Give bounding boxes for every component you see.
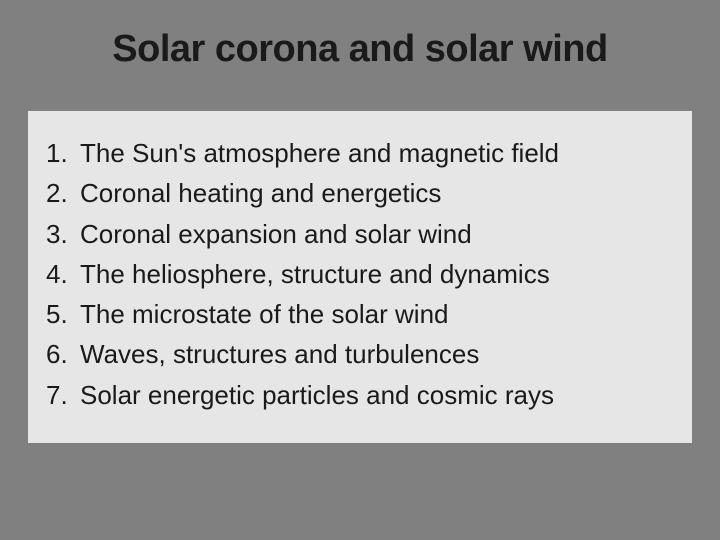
list-item-text: Waves, structures and turbulences: [80, 334, 674, 374]
list-item: 7. Solar energetic particles and cosmic …: [46, 375, 674, 415]
list-item-text: The heliosphere, structure and dynamics: [80, 254, 674, 294]
list-item-text: Solar energetic particles and cosmic ray…: [80, 375, 674, 415]
list-item: 5. The microstate of the solar wind: [46, 294, 674, 334]
list-item-number: 3.: [46, 214, 80, 254]
list-item: 4. The heliosphere, structure and dynami…: [46, 254, 674, 294]
slide: Solar corona and solar wind 1. The Sun's…: [0, 0, 720, 540]
list-item-number: 7.: [46, 375, 80, 415]
slide-title: Solar corona and solar wind: [0, 28, 720, 71]
list-item-number: 4.: [46, 254, 80, 294]
list-item-text: The microstate of the solar wind: [80, 294, 674, 334]
list-item-text: Coronal heating and energetics: [80, 173, 674, 213]
list-item: 1. The Sun's atmosphere and magnetic fie…: [46, 133, 674, 173]
list-item-text: Coronal expansion and solar wind: [80, 214, 674, 254]
list-item-number: 5.: [46, 294, 80, 334]
list-item-number: 2.: [46, 173, 80, 213]
list-item: 2. Coronal heating and energetics: [46, 173, 674, 213]
list-item-number: 6.: [46, 334, 80, 374]
list-item: 3. Coronal expansion and solar wind: [46, 214, 674, 254]
list-item-number: 1.: [46, 133, 80, 173]
list-item: 6. Waves, structures and turbulences: [46, 334, 674, 374]
topic-list: 1. The Sun's atmosphere and magnetic fie…: [28, 111, 692, 443]
list-item-text: The Sun's atmosphere and magnetic field: [80, 133, 674, 173]
